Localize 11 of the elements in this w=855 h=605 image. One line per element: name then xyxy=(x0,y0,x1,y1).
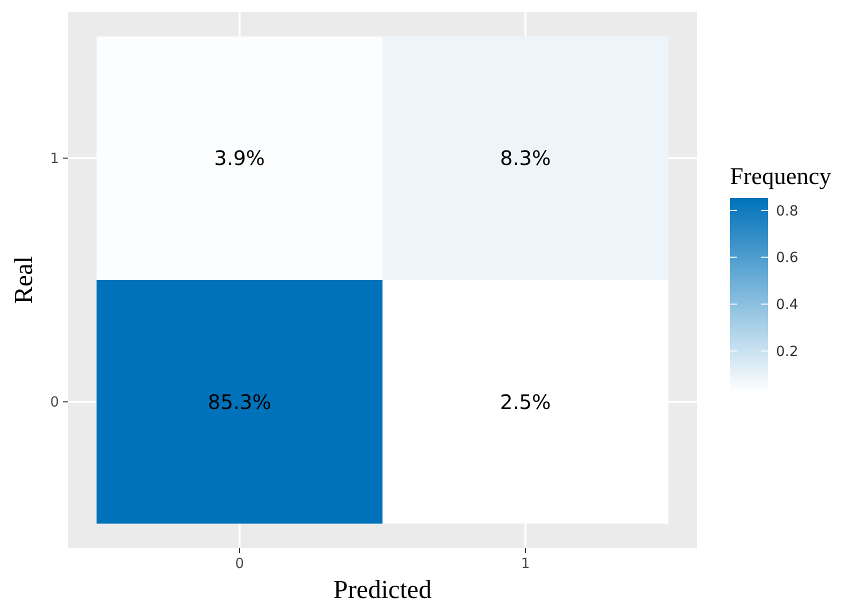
data-label: 3.9% xyxy=(214,146,265,170)
y-axis-title: Real xyxy=(9,256,38,304)
color-bar-label: 0.8 xyxy=(776,203,798,220)
color-bar-label: 0.2 xyxy=(776,344,798,360)
data-label: 8.3% xyxy=(500,146,551,170)
x-axis-title: Predicted xyxy=(333,575,432,604)
data-label: 2.5% xyxy=(500,390,551,414)
color-bar-title: Frequency xyxy=(730,164,832,190)
color-bar-label: 0.6 xyxy=(776,250,798,266)
color-bar-label: 0.4 xyxy=(776,297,798,314)
data-label: 85.3% xyxy=(208,390,272,414)
